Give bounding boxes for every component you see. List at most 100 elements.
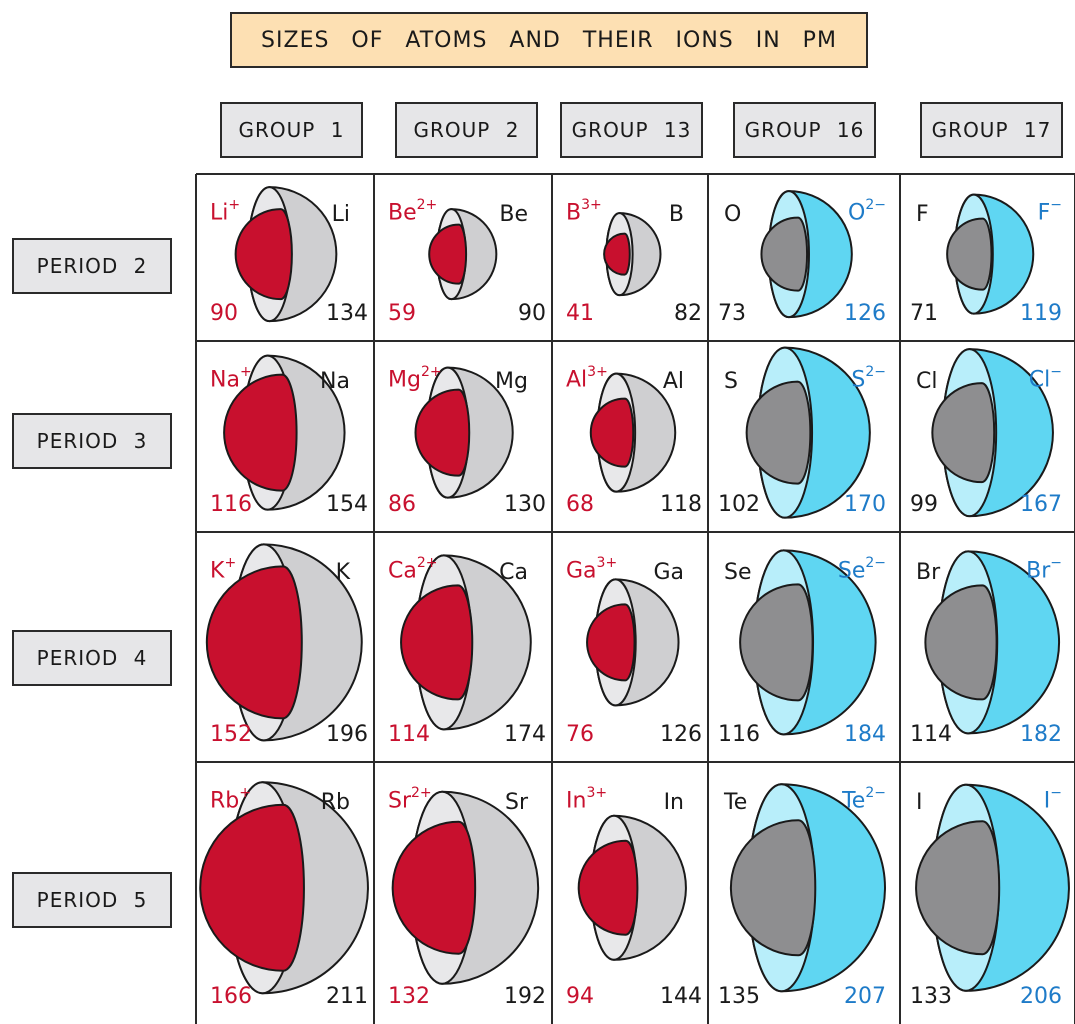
ion-radius-value: 119 (1020, 301, 1062, 326)
ion-symbol: K+ (210, 555, 237, 584)
sphere-figure (205, 543, 363, 742)
sphere-figure (199, 781, 369, 995)
ion-radius-value: 170 (844, 492, 886, 517)
atom-radius-value: 114 (910, 722, 952, 747)
cell-br: Br− Br 182 114 (900, 532, 1075, 762)
cell-o: O2− O 126 73 (708, 174, 900, 341)
cell-ca: Ca2+ Ca 114 174 (374, 532, 552, 762)
atom-symbol: O (724, 202, 742, 227)
ion-base: Al (566, 367, 588, 393)
atom-symbol: In (663, 790, 684, 815)
atom-radius-value: 196 (326, 722, 368, 747)
ion-symbol: In3+ (566, 785, 608, 812)
ion-symbol: Se2− (838, 555, 886, 582)
ion-charge: 3+ (586, 785, 608, 801)
ion-charge: − (1050, 197, 1062, 213)
ion-symbol: Rb+ (210, 785, 251, 812)
cell-k: K+ K 152 196 (196, 532, 374, 762)
ion-radius-value: 132 (388, 984, 430, 1009)
ion-charge: + (239, 785, 251, 801)
cell-na: Na+ Na 116 154 (196, 341, 374, 532)
ion-symbol: Sr2+ (388, 785, 432, 812)
group-13-header: GROUP 13 (560, 102, 703, 158)
atom-radius-value: 154 (326, 492, 368, 517)
ion-radius-value: 114 (388, 722, 430, 747)
ion-radius-value: 182 (1020, 722, 1062, 747)
cell-be: Be2+ Be 59 90 (374, 174, 552, 341)
ion-base: Mg (388, 367, 421, 393)
ion-charge: 3+ (587, 364, 608, 380)
atom-radius-value: 134 (326, 301, 368, 326)
ion-base: K (210, 558, 225, 584)
ion-radius-value: 94 (566, 984, 594, 1009)
atom-sphere (729, 819, 817, 957)
ion-charge: 2− (865, 555, 886, 571)
atom-radius-value: 82 (674, 301, 702, 326)
ion-radius-value: 41 (566, 301, 594, 326)
grid-vertical-line (551, 174, 553, 1024)
period-2-label: PERIOD 2 (12, 238, 172, 294)
atom-radius-value: 174 (504, 722, 546, 747)
sphere-figure (577, 814, 687, 961)
ion-base: Na (210, 367, 240, 393)
grid-horizontal-line (196, 761, 1075, 763)
atom-symbol: Se (724, 560, 752, 585)
grid-vertical-line (707, 174, 709, 1024)
atom-symbol: B (668, 202, 684, 227)
atom-radius-value: 192 (504, 984, 546, 1009)
ion-base: Li (210, 200, 229, 226)
ion-charge: 3+ (596, 555, 618, 571)
grid-vertical-line (373, 174, 375, 1024)
ion-base: Cl (1028, 367, 1051, 393)
sphere-figure (428, 208, 498, 301)
cation-sphere (205, 565, 303, 720)
ion-charge: + (224, 555, 237, 571)
ion-charge: 2− (865, 785, 886, 801)
sphere-figure (223, 354, 346, 511)
ion-symbol: Ca2+ (388, 556, 437, 582)
atom-symbol: Rb (320, 790, 350, 815)
ion-base: Br (1026, 558, 1051, 584)
sphere-figure (924, 550, 1061, 735)
ion-radius-value: 184 (844, 722, 886, 747)
period-5-label: PERIOD 5 (12, 872, 172, 928)
cell-se: Se2− Se 184 116 (708, 532, 900, 762)
atom-ion-size-grid: Li+ Li 90 134 Be2+ Be 59 90 B3+ B 41 82 O2− O 126 73 F− F… (195, 173, 1075, 1024)
atom-radius-value: 102 (718, 492, 760, 517)
cation-sphere (391, 820, 477, 955)
grid-horizontal-line (196, 173, 1075, 175)
ion-radius-value: 152 (210, 722, 252, 747)
ion-base: F (1037, 200, 1051, 226)
ion-charge: 2− (865, 197, 886, 213)
grid-vertical-line (899, 174, 901, 1024)
ion-charge: 2+ (411, 785, 432, 801)
atom-sphere (931, 382, 996, 484)
atom-radius-value: 71 (910, 301, 938, 326)
cell-cl: Cl− Cl 167 99 (900, 341, 1075, 532)
cation-sphere (199, 803, 305, 972)
ion-symbol: Br− (1026, 556, 1062, 584)
cell-sr: Sr2+ Sr 132 192 (374, 762, 552, 1024)
atom-symbol: Sr (504, 790, 528, 815)
ion-symbol: Li+ (210, 198, 240, 226)
atom-symbol: Mg (495, 369, 528, 394)
atom-radius-value: 73 (718, 301, 746, 326)
cation-sphere (603, 232, 631, 276)
atom-symbol: Ca (499, 560, 528, 585)
ion-charge: 2+ (420, 364, 442, 380)
grid-horizontal-line (196, 340, 1075, 342)
ion-base: O (848, 200, 866, 226)
sphere-figure (603, 212, 662, 297)
atom-sphere (946, 217, 993, 291)
atom-sphere (760, 216, 809, 292)
ion-charge: + (239, 364, 252, 380)
sphere-figure (589, 372, 677, 493)
cell-s: S2− S 170 102 (708, 341, 900, 532)
cell-te: Te2− Te 207 135 (708, 762, 900, 1024)
ion-base: B (566, 200, 582, 226)
sphere-figure (586, 578, 680, 707)
group-17-header: GROUP 17 (920, 102, 1063, 158)
sphere-figure (946, 193, 1035, 315)
atom-sphere (924, 584, 998, 701)
cell-b: B3+ B 41 82 (552, 174, 708, 341)
